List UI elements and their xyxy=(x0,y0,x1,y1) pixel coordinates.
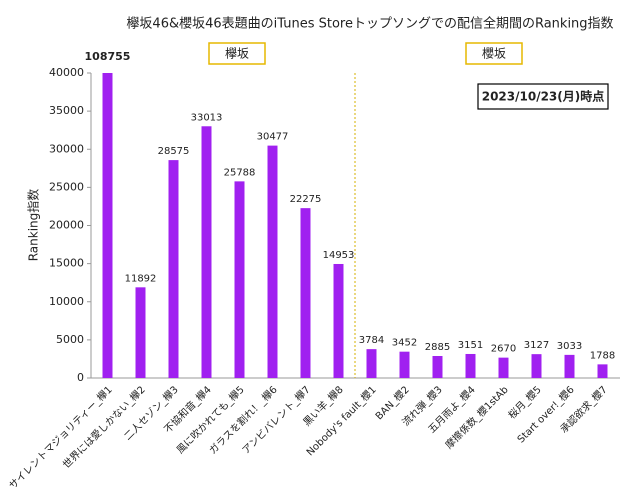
annotation: 櫻坂 xyxy=(482,46,506,61)
bar xyxy=(465,353,476,378)
annotation: 欅坂 xyxy=(225,47,249,61)
chart-title: 欅坂46&櫻坂46表題曲のiTunes Storeトップソングでの配信全期間のR… xyxy=(126,16,613,32)
bar xyxy=(498,357,509,378)
data-label: 3151 xyxy=(458,340,483,351)
y-tick-label: 25000 xyxy=(49,180,84,193)
data-label: 33013 xyxy=(191,112,223,123)
y-tick-label: 35000 xyxy=(49,104,84,117)
data-label: 2670 xyxy=(491,344,516,355)
y-tick-label: 30000 xyxy=(49,142,84,155)
y-tick-label: 10000 xyxy=(49,295,84,308)
bar xyxy=(234,181,245,378)
bar xyxy=(564,354,575,378)
data-label: 3452 xyxy=(392,338,417,349)
annotation-box xyxy=(465,42,523,65)
data-label: 108755 xyxy=(85,50,131,63)
data-label: 28575 xyxy=(158,146,190,157)
data-label: 14953 xyxy=(323,250,355,261)
annotation-box xyxy=(208,42,266,65)
bar xyxy=(531,354,542,378)
bar xyxy=(168,160,179,378)
data-label: 3784 xyxy=(359,335,384,346)
data-label: 11892 xyxy=(125,273,157,284)
annotation-box xyxy=(477,83,609,110)
bar xyxy=(366,349,377,378)
data-label: 3127 xyxy=(524,340,549,351)
y-tick-label: 20000 xyxy=(49,219,84,232)
bar xyxy=(102,73,113,379)
bar xyxy=(135,287,146,378)
data-label: 22275 xyxy=(290,194,322,205)
bar xyxy=(432,356,443,378)
data-label: 2885 xyxy=(425,342,450,353)
y-tick-label: 0 xyxy=(77,371,84,384)
x-tick-label: Start over!_櫻6 xyxy=(514,383,576,445)
bar xyxy=(300,208,311,378)
data-label: 1788 xyxy=(590,350,615,361)
data-label: 30477 xyxy=(257,132,289,143)
y-tick-label: 40000 xyxy=(49,66,84,79)
y-axis-label: Ranking指数 xyxy=(26,189,41,262)
bar xyxy=(267,145,278,378)
bar xyxy=(201,126,212,378)
data-label: 3033 xyxy=(557,341,582,352)
bar xyxy=(333,263,344,378)
y-tick-label: 15000 xyxy=(49,257,84,270)
bar xyxy=(597,364,608,378)
bar xyxy=(399,351,410,378)
y-tick-label: 5000 xyxy=(56,333,84,346)
data-label: 25788 xyxy=(224,167,256,178)
annotation: 2023/10/23(月)時点 xyxy=(482,89,605,104)
